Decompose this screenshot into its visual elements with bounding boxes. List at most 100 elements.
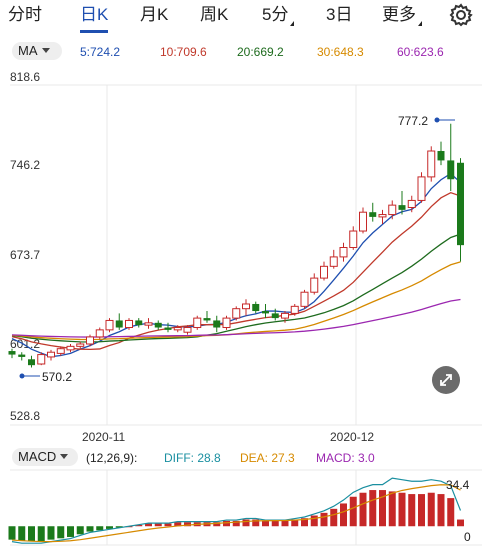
ma-line-30 <box>11 261 461 341</box>
candle <box>47 349 55 361</box>
macd-bar <box>184 522 191 527</box>
candle <box>300 289 309 309</box>
candle-body <box>203 318 211 321</box>
candle-body <box>28 359 35 366</box>
macd-selector-button[interactable]: MACD <box>12 448 78 466</box>
macd-bar <box>379 490 386 527</box>
macd-bar <box>86 526 94 532</box>
candle-body <box>281 312 289 319</box>
tab-5min[interactable]: 5分 <box>262 4 295 26</box>
macd-bar <box>47 526 55 540</box>
ma-line-20 <box>11 233 461 343</box>
candle-body <box>135 320 143 326</box>
candle <box>164 322 172 333</box>
gear-icon[interactable] <box>448 2 474 28</box>
candle <box>329 249 338 269</box>
macd-bar <box>37 526 45 541</box>
candle-body <box>37 354 46 365</box>
candle-body <box>183 327 192 333</box>
candle <box>115 313 123 330</box>
macd-bar <box>223 520 230 527</box>
candle-body <box>359 211 367 232</box>
candle-body <box>144 322 153 326</box>
candle <box>427 146 436 182</box>
macd-value: MACD: 3.0 <box>316 451 375 465</box>
price-axis-label: 673.7 <box>10 248 41 262</box>
macd-indicator-row: MACD (12,26,9): DIFF: 28.8 DEA: 27.3 MAC… <box>0 448 484 468</box>
macd-bar <box>76 526 84 535</box>
macd-bar <box>242 519 250 527</box>
macd-dea-value: DEA: 27.3 <box>240 451 295 465</box>
macd-bar <box>8 526 16 540</box>
candle-body <box>398 205 406 210</box>
candle-body <box>95 329 104 338</box>
ma30-value: 30:648.3 <box>317 45 364 59</box>
candle-body <box>447 160 455 180</box>
candle-body <box>339 247 348 258</box>
ma-indicator-row: MA 5:724.2 10:709.6 20:669.2 30:648.3 60… <box>0 42 484 62</box>
candle-body <box>193 317 202 329</box>
candle <box>18 352 26 361</box>
candle <box>457 158 464 262</box>
candle <box>154 320 162 330</box>
macd-bar <box>340 503 347 527</box>
candle-body <box>213 320 221 328</box>
macd-diff-line <box>11 477 462 544</box>
tab-month-k[interactable]: 月K <box>140 5 169 24</box>
macd-bar <box>330 508 338 527</box>
price-axis-label: 746.2 <box>10 158 41 172</box>
tab-timeshare[interactable]: 分时 <box>8 5 42 24</box>
macd-params: (12,26,9): <box>86 451 138 465</box>
candle <box>407 195 416 213</box>
price-axis-label: 528.8 <box>10 409 41 423</box>
candle <box>349 226 358 250</box>
tab-more[interactable]: 更多 <box>382 4 422 26</box>
high-marker <box>434 117 455 123</box>
fullscreen-button[interactable] <box>432 366 460 394</box>
candle-body <box>407 199 416 208</box>
macd-bar <box>67 526 74 537</box>
macd-zero-label: 0 <box>464 530 471 544</box>
candle-body <box>417 176 426 201</box>
candle <box>271 308 279 321</box>
ma-selector-button[interactable]: MA <box>12 42 62 60</box>
tab-day-k[interactable]: 日K <box>80 5 109 24</box>
candle <box>437 141 445 166</box>
candle-body <box>329 256 338 267</box>
candle <box>193 315 202 330</box>
tab-week-k[interactable]: 周K <box>200 5 229 24</box>
ma20-value: 20:669.2 <box>237 45 284 59</box>
candle <box>183 325 192 335</box>
candle <box>417 172 426 203</box>
expand-icon <box>440 374 452 386</box>
macd-button-label: MACD <box>18 449 57 464</box>
candle <box>66 343 75 353</box>
macd-bar <box>232 520 240 527</box>
macd-top-label: 34.4 <box>446 478 470 492</box>
candle-body <box>310 277 319 293</box>
candle-body <box>320 265 328 279</box>
macd-bar <box>457 519 464 527</box>
macd-bar <box>96 526 104 531</box>
candle <box>398 191 406 215</box>
macd-bar <box>408 494 416 527</box>
candle-body <box>252 303 260 312</box>
candle-body <box>115 320 123 328</box>
candle <box>290 303 299 316</box>
candle-body <box>290 305 299 314</box>
candle <box>76 341 85 349</box>
candle-body <box>349 230 358 249</box>
macd-bar <box>398 492 406 527</box>
candle-body <box>47 351 55 358</box>
candle <box>56 346 65 356</box>
ma10-value: 10:709.6 <box>160 45 207 59</box>
candle-body <box>300 291 309 307</box>
tab-3day[interactable]: 3日 <box>326 5 353 24</box>
candle <box>135 318 143 328</box>
candle <box>37 352 46 366</box>
active-tab-indicator <box>80 30 108 33</box>
chevron-down-icon <box>41 48 50 53</box>
candle-body <box>388 204 397 216</box>
candle-body <box>56 348 65 354</box>
